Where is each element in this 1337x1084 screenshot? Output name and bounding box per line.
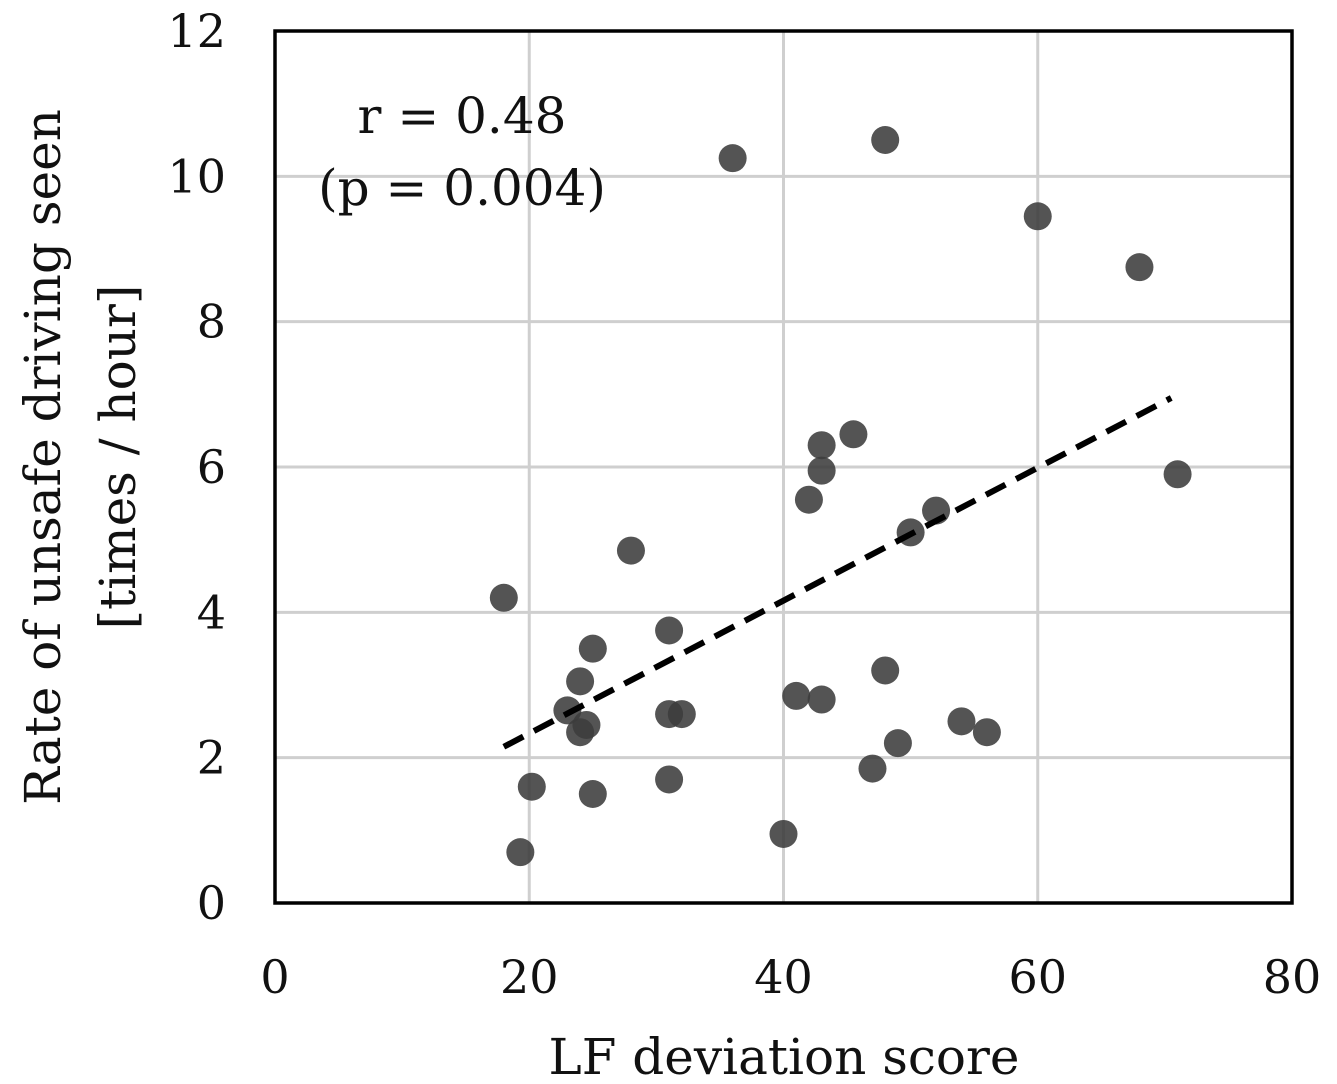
data-point bbox=[718, 144, 747, 173]
data-point bbox=[807, 685, 836, 714]
x-tick-labels: 0 20 40 60 80 bbox=[260, 950, 1321, 1004]
data-point bbox=[517, 772, 546, 801]
data-point bbox=[655, 616, 684, 645]
y-axis-title: Rate of unsafe driving seen [times / hou… bbox=[14, 109, 147, 805]
y-tick-label: 8 bbox=[197, 295, 226, 349]
data-point bbox=[566, 667, 595, 696]
y-axis-title-line2: [times / hour] bbox=[89, 285, 147, 630]
data-point bbox=[769, 819, 798, 848]
data-point bbox=[858, 754, 887, 783]
y-tick-label: 6 bbox=[197, 440, 226, 494]
data-point bbox=[667, 700, 696, 729]
data-point bbox=[578, 780, 607, 808]
data-point bbox=[839, 420, 868, 449]
y-tick-labels: 0 2 4 6 8 10 12 bbox=[167, 4, 226, 930]
data-point bbox=[871, 126, 900, 154]
data-point bbox=[807, 431, 836, 460]
plot-frame bbox=[273, 29, 1294, 905]
p-value-annotation: (p = 0.004) bbox=[318, 159, 606, 217]
data-point bbox=[1023, 202, 1052, 231]
x-tick-label: 60 bbox=[1008, 950, 1067, 1004]
correlation-annotation: r = 0.48 bbox=[358, 87, 567, 145]
x-tick-label: 80 bbox=[1263, 950, 1322, 1004]
trend-line bbox=[502, 395, 1173, 750]
y-tick-label: 4 bbox=[197, 585, 226, 639]
x-tick-label: 40 bbox=[754, 950, 813, 1004]
x-tick-label: 0 bbox=[260, 950, 289, 1004]
y-axis-title-line1: Rate of unsafe driving seen bbox=[14, 109, 72, 805]
data-point bbox=[794, 485, 823, 514]
y-tick-label: 0 bbox=[197, 876, 226, 930]
data-point bbox=[506, 838, 535, 867]
data-point bbox=[807, 456, 836, 485]
data-point bbox=[489, 583, 518, 612]
data-point bbox=[655, 765, 684, 794]
x-axis-title: LF deviation score bbox=[549, 1028, 1020, 1084]
data-point bbox=[1125, 253, 1154, 282]
data-point bbox=[572, 710, 601, 739]
x-tick-label: 20 bbox=[500, 950, 559, 1004]
data-points bbox=[489, 126, 1192, 867]
data-point bbox=[947, 707, 976, 736]
data-point bbox=[972, 718, 1001, 747]
data-point bbox=[578, 634, 607, 663]
data-point bbox=[782, 681, 811, 710]
y-tick-label: 10 bbox=[167, 149, 226, 203]
data-point bbox=[883, 729, 912, 758]
y-tick-label: 2 bbox=[197, 731, 226, 785]
data-point bbox=[871, 656, 900, 685]
y-tick-label: 12 bbox=[167, 4, 226, 58]
data-point bbox=[1163, 460, 1192, 489]
data-point bbox=[616, 536, 645, 565]
